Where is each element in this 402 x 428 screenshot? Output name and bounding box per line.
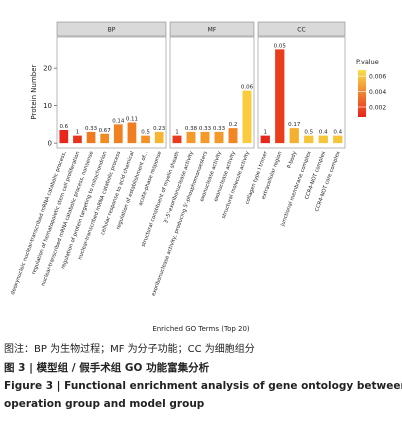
- bar-annotation: 0.11: [126, 117, 138, 123]
- bar: [214, 131, 224, 144]
- bar: [318, 135, 328, 144]
- strip: [169, 21, 255, 37]
- bar: [172, 135, 182, 144]
- bar: [260, 135, 270, 144]
- bar-annotation: 0.4: [319, 130, 328, 136]
- y-tick-label: 20: [43, 65, 52, 73]
- x-tick-label: structural molecule activity: [221, 151, 251, 220]
- bar: [242, 90, 252, 144]
- bar-annotation: 0.05: [274, 43, 287, 49]
- panel: [56, 36, 167, 149]
- panel-title: CC: [297, 27, 305, 34]
- bar-annotation: 0.33: [85, 126, 98, 132]
- colorbar: [358, 70, 366, 117]
- bar-annotation: 0.4: [333, 130, 342, 136]
- bar: [228, 128, 238, 144]
- bar: [127, 122, 137, 144]
- bar-annotation: 0.23: [153, 126, 166, 132]
- bar-annotation: 0.14: [112, 118, 125, 124]
- bar-annotation: 0.6: [59, 124, 68, 130]
- bar: [100, 133, 110, 144]
- bar-annotation: 0.33: [199, 126, 212, 132]
- bar-annotation: 1: [76, 130, 80, 136]
- bar-annotation: 0.5: [141, 130, 150, 136]
- bar-annotation: 0.2: [229, 122, 238, 128]
- colorbar-tick-label: 0.002: [369, 104, 386, 111]
- x-tick-label: exoribonuclease activity, producing 5'-p…: [151, 150, 209, 297]
- strip: [257, 21, 346, 37]
- colorbar-tick-label: 0.006: [369, 73, 386, 80]
- bar: [186, 131, 196, 144]
- bar: [73, 135, 82, 144]
- bar: [289, 128, 299, 144]
- y-axis-label: Protein Number: [30, 64, 38, 119]
- bar-annotation: 1: [175, 130, 179, 136]
- bar-annotation: 0.06: [241, 85, 254, 91]
- x-tick-label: deoxynucleic nuclear-transcribed mRNA ca…: [10, 150, 68, 295]
- bar-annotation: 0.5: [304, 130, 313, 136]
- caption-title-en: Figure 3 | Functional enrichment analysi…: [4, 380, 402, 392]
- caption-title-en: operation group and model group: [4, 398, 205, 410]
- panel-title: MF: [208, 27, 217, 34]
- bar: [304, 135, 314, 144]
- caption-title-cn: 图 3 | 模型组 / 假手术组 GO 功能富集分析: [4, 361, 210, 374]
- panel-title: BP: [108, 27, 116, 34]
- y-tick-label: 0: [48, 140, 52, 148]
- bar: [141, 135, 150, 144]
- x-axis-label: Enriched GO Terms (Top 20): [152, 325, 250, 333]
- x-tick-label: P-body: [286, 151, 298, 170]
- bar-annotation: 0.17: [288, 122, 301, 128]
- bar: [154, 131, 164, 144]
- bar: [59, 130, 69, 144]
- legend-title: P.value: [356, 58, 379, 66]
- panel: [257, 36, 346, 149]
- bar: [113, 124, 123, 144]
- strip: [56, 21, 167, 37]
- bar: [333, 135, 343, 144]
- bar: [275, 49, 285, 144]
- bar-annotation: 0.33: [213, 126, 226, 132]
- bar-annotation: 0.38: [185, 126, 198, 132]
- caption-note: 图注：BP 为生物过程；MF 为分子功能；CC 为细胞组分: [4, 342, 255, 355]
- y-tick-label: 10: [43, 102, 52, 110]
- colorbar-tick-label: 0.004: [369, 89, 386, 96]
- bar: [200, 131, 210, 144]
- bar-annotation: 0.67: [99, 128, 112, 134]
- bar-annotation: 1: [264, 130, 268, 136]
- panel: [169, 36, 255, 149]
- bar: [86, 131, 96, 144]
